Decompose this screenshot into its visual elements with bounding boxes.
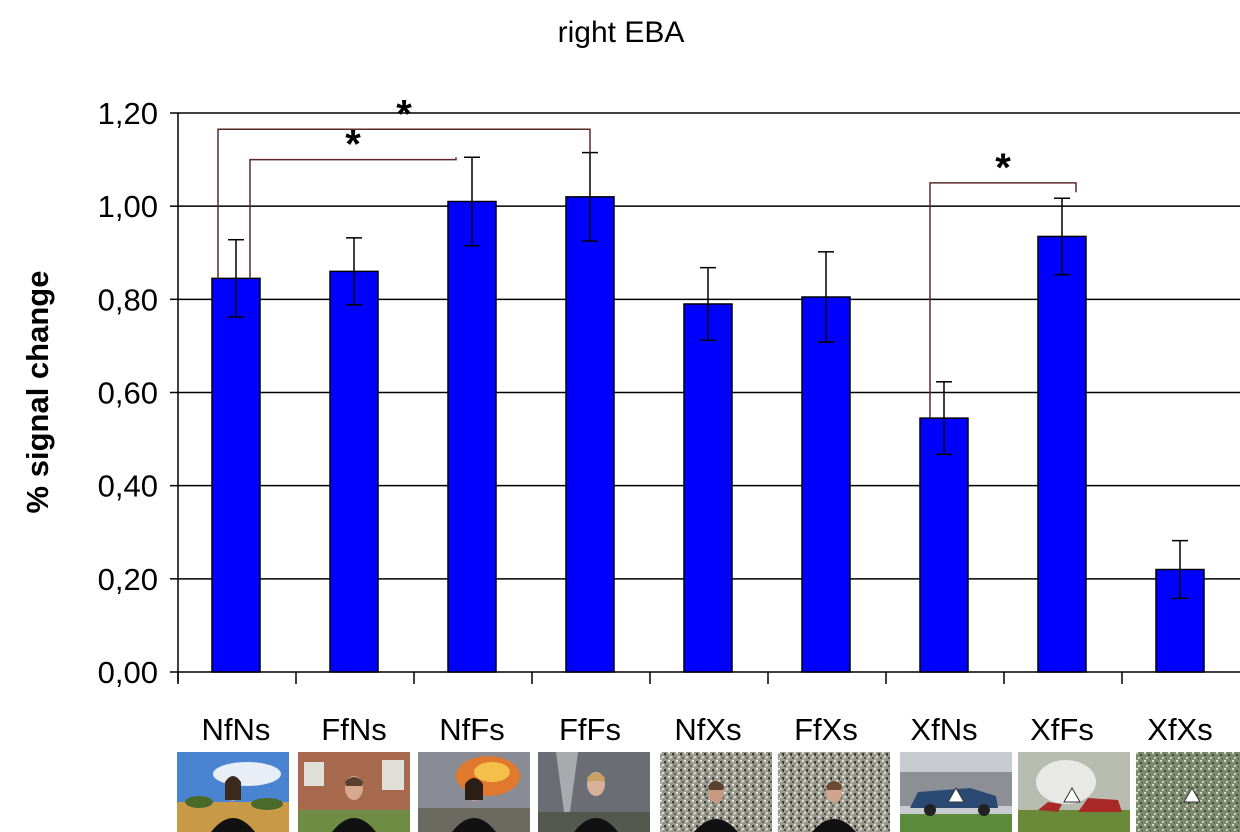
significance-bracket: [249, 157, 457, 279]
y-axis-label: % signal change: [20, 271, 55, 514]
face-fearful-noise-image: [778, 752, 890, 832]
bar-nfns: [211, 277, 261, 673]
y-tick-label: 0,00: [98, 655, 158, 690]
face-neutral-landscape-image: [177, 752, 289, 832]
face-fearful-tornado-image: [538, 752, 650, 832]
y-tick-label: 0,20: [98, 562, 158, 597]
x-tick-label-nfxs: NfXs: [674, 712, 741, 747]
x-tick-label-nffs: NfFs: [439, 712, 504, 747]
bar-xfns: [919, 417, 969, 673]
x-tick-label-ffns: FfNs: [321, 712, 386, 747]
bar-xffs: [1037, 235, 1087, 673]
face-neutral-noise-image: [660, 752, 772, 832]
significance-bracket: [217, 128, 591, 279]
x-tick-label-xfxs: XfXs: [1147, 712, 1212, 747]
x-tick-label-fffs: FfFs: [559, 712, 621, 747]
y-axis-ticks: 0,00 0,20 0,40 0,60 0,80 1,00 1,20: [98, 96, 179, 690]
face-fearful-house-image: [298, 752, 410, 832]
bar-ffxs: [801, 296, 851, 673]
bar-nffs: [447, 200, 497, 673]
x-tick-label-xfns: XfNs: [910, 712, 977, 747]
y-tick-label: 0,60: [98, 376, 158, 411]
y-tick-label: 0,40: [98, 469, 158, 504]
bar-fffs: [565, 196, 615, 673]
x-tick-label-xffs: XfFs: [1030, 712, 1094, 747]
car-scene-image: [900, 752, 1012, 832]
face-neutral-fire-scene-image: [418, 752, 530, 832]
y-tick-label: 1,00: [98, 189, 158, 224]
significance-bracket: [929, 182, 1077, 419]
chart-title: right EBA: [558, 16, 685, 49]
error-bars: [228, 151, 1188, 600]
noise-image: [1136, 752, 1240, 832]
significance-star: *: [396, 92, 412, 136]
y-tick-label: 1,20: [98, 96, 158, 131]
y-tick-label: 0,80: [98, 282, 158, 317]
significance-star: *: [345, 123, 361, 167]
x-axis-ticks: NfNs FfNs NfFs FfFs NfXs FfXs XfNs XfFs XfXs: [177, 672, 1213, 747]
bars: [211, 196, 1205, 673]
car-explosion-image: [1018, 752, 1130, 832]
x-tick-label-ffxs: FfXs: [794, 712, 858, 747]
significance-star: *: [995, 146, 1011, 190]
significance-brackets: * * *: [217, 92, 1077, 419]
bar-ffns: [329, 270, 379, 673]
bar-nfxs: [683, 303, 733, 673]
x-tick-label-nfns: NfNs: [202, 712, 271, 747]
